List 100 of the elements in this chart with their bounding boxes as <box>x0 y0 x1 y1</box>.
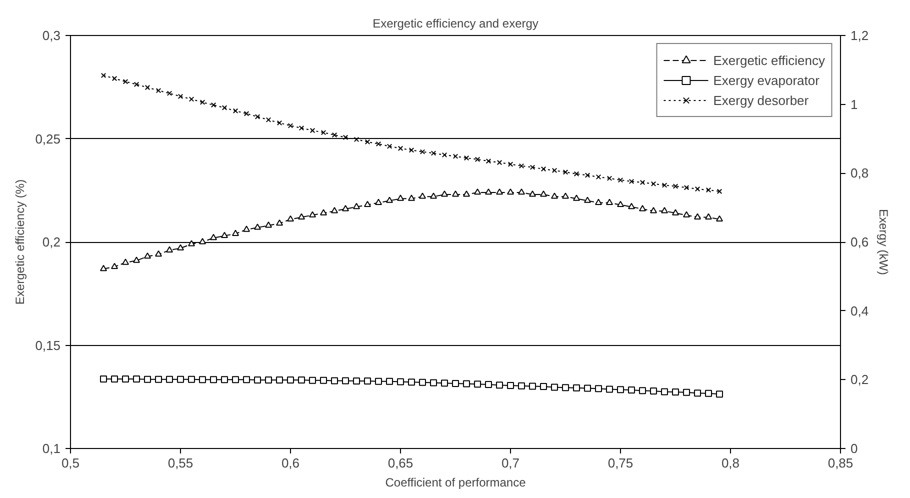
y-tick-label: 0,15 <box>35 338 61 353</box>
point <box>606 386 613 393</box>
point <box>298 125 304 131</box>
point <box>508 162 514 167</box>
point <box>706 187 712 193</box>
point <box>672 388 679 396</box>
y2-tick-label: 0,8 <box>850 166 869 181</box>
point <box>386 196 393 203</box>
point <box>573 194 580 201</box>
point <box>254 114 260 120</box>
point <box>156 88 162 94</box>
point <box>672 209 679 216</box>
point <box>298 376 305 384</box>
point <box>650 181 656 186</box>
point <box>178 94 184 100</box>
point <box>298 213 305 220</box>
point <box>276 120 282 126</box>
point <box>661 388 668 396</box>
legend-label: Exergy desorber <box>713 92 809 108</box>
point <box>705 213 712 220</box>
y2-tick-label: 0,6 <box>850 234 869 250</box>
point <box>177 376 184 383</box>
x-tick-label: 0,55 <box>168 456 194 470</box>
y2-tick-label: 1,2 <box>850 28 869 43</box>
point <box>408 194 415 201</box>
x-tick-label: 0,85 <box>828 456 854 470</box>
point <box>342 134 348 140</box>
point <box>408 378 415 386</box>
point <box>331 377 338 384</box>
point <box>452 190 459 197</box>
point <box>188 240 195 246</box>
point <box>144 84 150 90</box>
point <box>464 155 470 161</box>
point <box>661 207 668 214</box>
point <box>430 192 437 199</box>
point <box>485 380 492 388</box>
point <box>210 102 216 108</box>
point <box>397 194 404 201</box>
point <box>574 171 580 176</box>
point <box>353 378 360 385</box>
point <box>310 128 316 134</box>
point <box>265 222 272 228</box>
y2-tick-label: 1 <box>850 96 858 112</box>
point <box>573 384 580 392</box>
point <box>199 376 206 384</box>
point <box>353 202 360 210</box>
point <box>222 105 228 110</box>
point <box>386 378 393 385</box>
point <box>309 211 316 218</box>
point <box>496 188 503 195</box>
point <box>705 390 712 397</box>
point <box>265 376 272 384</box>
y-tick-label: 0,2 <box>42 234 61 250</box>
point <box>166 376 173 383</box>
point <box>111 262 118 270</box>
point <box>672 184 678 189</box>
point <box>441 190 448 197</box>
point <box>320 376 327 384</box>
point <box>551 192 558 199</box>
point <box>441 380 448 387</box>
point <box>452 380 459 387</box>
x-tick-label: 0,75 <box>608 456 634 470</box>
y2-tick-label: 0,4 <box>850 303 869 318</box>
point <box>166 90 172 96</box>
point <box>332 132 338 138</box>
point <box>683 211 690 218</box>
point <box>133 256 140 263</box>
legend-label: Exergy evaporator <box>713 72 820 88</box>
point <box>496 160 502 166</box>
point <box>144 252 151 259</box>
point <box>540 190 547 197</box>
point <box>617 200 624 208</box>
point <box>716 188 722 194</box>
point <box>430 150 436 156</box>
point <box>628 178 634 184</box>
point <box>112 76 118 82</box>
y2-tick-label: 0 <box>850 441 858 456</box>
point <box>694 390 701 397</box>
point <box>122 258 129 265</box>
x-tick-label: 0,5 <box>61 456 80 470</box>
point <box>287 215 294 222</box>
point <box>122 375 129 382</box>
y-axis-title: Exergetic efficiency (%) <box>13 179 28 305</box>
point <box>375 378 382 385</box>
y-tick-label: 0,25 <box>35 131 61 146</box>
chart-title: Exergetic efficiency and exergy <box>372 16 538 30</box>
point <box>662 182 668 188</box>
point <box>606 198 613 205</box>
y-tick-label: 0,1 <box>42 441 61 456</box>
point <box>243 376 250 384</box>
point <box>540 383 547 390</box>
point <box>442 152 448 158</box>
x-tick-label: 0,6 <box>281 456 300 470</box>
point <box>628 386 635 394</box>
point <box>408 147 414 153</box>
point <box>122 78 128 84</box>
y2-axis-title: Exergy (kW) <box>876 209 891 276</box>
point <box>584 172 590 178</box>
point <box>474 380 481 388</box>
point <box>540 166 546 172</box>
